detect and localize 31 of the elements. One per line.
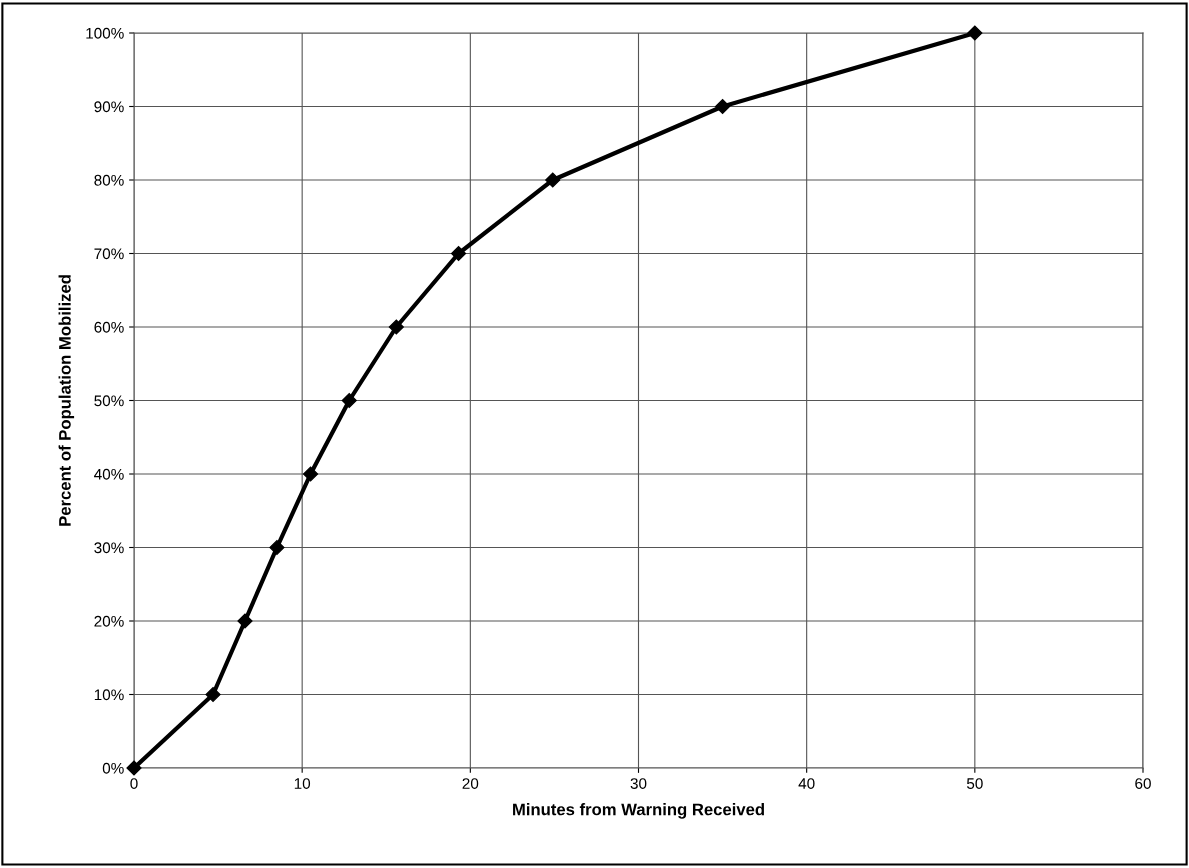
point bbox=[450, 245, 467, 262]
y-tick-label: 30% bbox=[94, 542, 124, 554]
y-tick-label: 40% bbox=[94, 468, 124, 480]
point bbox=[237, 613, 253, 629]
x-axis-title: Minutes from Warning Received bbox=[513, 803, 764, 819]
point bbox=[205, 686, 221, 703]
x-tick-label: 30 bbox=[630, 778, 647, 789]
point bbox=[967, 25, 983, 41]
x-tick-label: 60 bbox=[1135, 778, 1151, 789]
point bbox=[269, 539, 285, 556]
y-tick-label: 90% bbox=[94, 101, 124, 113]
point bbox=[388, 319, 404, 335]
y-tick-label: 50% bbox=[94, 395, 124, 407]
x-tick-label: 40 bbox=[798, 778, 815, 789]
point bbox=[715, 98, 731, 115]
x-tick-label: 50 bbox=[966, 778, 983, 789]
x-tick-label: 20 bbox=[462, 778, 479, 789]
y-tick-label: 10% bbox=[94, 689, 124, 701]
y-tick-label: 0% bbox=[102, 762, 124, 774]
point bbox=[303, 466, 319, 482]
y-axis-title: Percent of Population Mobilized bbox=[58, 275, 75, 526]
point bbox=[341, 392, 357, 409]
y-tick-label: 20% bbox=[94, 615, 124, 627]
y-tick-label: 60% bbox=[94, 321, 124, 333]
x-tick-label: 10 bbox=[294, 778, 311, 789]
y-tick-label: 80% bbox=[94, 174, 124, 186]
point bbox=[545, 172, 561, 188]
y-tick-label: 100% bbox=[86, 27, 124, 39]
x-tick-label: 0 bbox=[130, 778, 138, 789]
y-tick-label: 70% bbox=[94, 248, 124, 260]
point bbox=[126, 760, 142, 776]
